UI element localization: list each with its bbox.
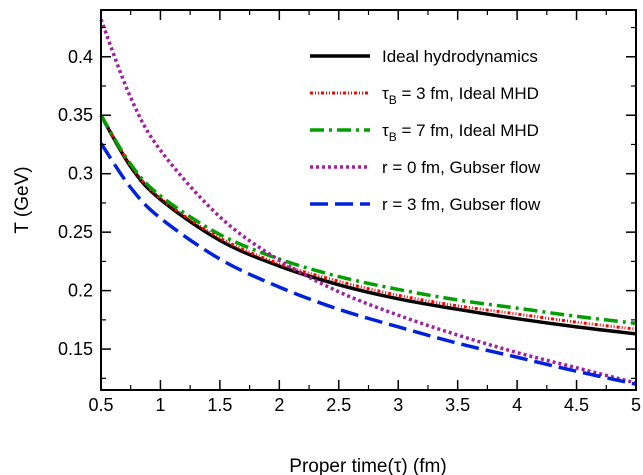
series-layer	[99, 18, 637, 386]
legend-label-2: τB = 7 fm, Ideal MHD	[382, 121, 539, 144]
y-tick-label: 0.15	[58, 339, 93, 359]
series-line-0	[99, 114, 637, 336]
x-tick-label: 3	[393, 395, 403, 415]
x-tick-label: 4	[512, 395, 522, 415]
legend-label-4: r = 3 fm, Gubser flow	[382, 195, 541, 214]
x-tick-label: 2	[274, 395, 284, 415]
y-axis-ticks: 0.15 0.2 0.25 0.3 0.35 0.4	[58, 26, 636, 379]
y-tick-label: 0.25	[58, 222, 93, 242]
y-tick-label: 0.2	[68, 281, 93, 301]
series-line-3	[99, 18, 637, 385]
y-tick-label: 0.3	[68, 164, 93, 184]
x-tick-label: 3.5	[445, 395, 470, 415]
series-line-4	[99, 142, 637, 386]
x-axis-ticks: 0.5 1 1.5 2 2.5 3 3.5 4 4.5 5	[88, 10, 641, 415]
x-tick-label: 5	[631, 395, 641, 415]
y-tick-label: 0.4	[68, 47, 93, 67]
legend-label-3: r = 0 fm, Gubser flow	[382, 158, 541, 177]
x-tick-label: 1	[155, 395, 165, 415]
x-tick-label: 2.5	[326, 395, 351, 415]
y-tick-label: 0.35	[58, 105, 93, 125]
series-line-2	[99, 114, 637, 326]
legend-label-1: τB = 3 fm, Ideal MHD	[382, 84, 539, 107]
x-axis-label: Proper time(τ) (fm)	[289, 456, 446, 475]
x-tick-label: 4.5	[564, 395, 589, 415]
legend: Ideal hydrodynamics τB = 3 fm, Ideal MHD τ…	[310, 47, 541, 214]
plot-background	[101, 10, 636, 390]
x-tick-label: 0.5	[88, 395, 113, 415]
x-tick-label: 1.5	[207, 395, 232, 415]
y-axis-label: T (GeV)	[12, 166, 33, 233]
legend-label-0: Ideal hydrodynamics	[382, 47, 538, 66]
